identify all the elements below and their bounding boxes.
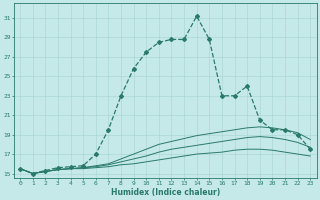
X-axis label: Humidex (Indice chaleur): Humidex (Indice chaleur) <box>110 188 220 197</box>
